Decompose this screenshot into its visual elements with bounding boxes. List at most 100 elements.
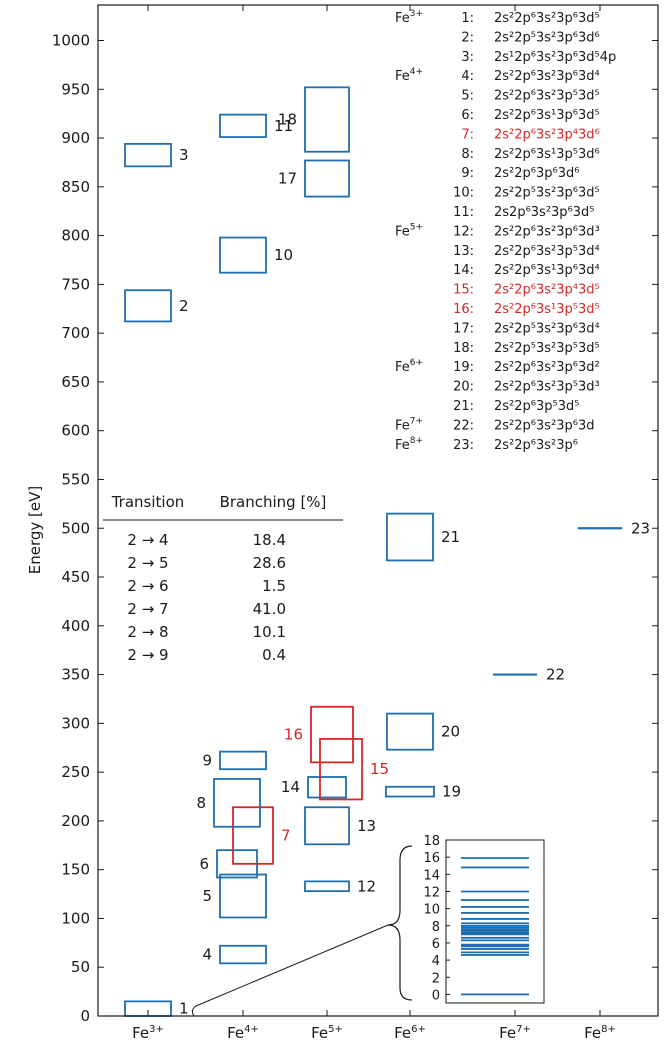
y-tick-label: 200 <box>61 812 90 830</box>
level-label-2: 2 <box>179 297 189 315</box>
config-text: 2s²2p⁶3s²3p⁵3d⁴ <box>494 244 600 259</box>
y-axis-label: Energy [eV] <box>26 486 44 574</box>
level-label-9: 9 <box>202 751 212 769</box>
level-label-5: 5 <box>202 887 212 905</box>
inset-brace <box>387 845 413 1001</box>
level-box-12 <box>304 880 350 893</box>
config-number: 20: <box>453 380 474 395</box>
config-text: 2s²2p⁶3s¹3p⁵3d⁶ <box>494 147 600 162</box>
level-box-20 <box>386 712 434 751</box>
level-box-7 <box>232 806 274 865</box>
config-number: 17: <box>453 321 474 336</box>
inset-tick-label: 18 <box>423 834 440 849</box>
table-cell-transition: 2 → 4 <box>127 531 168 549</box>
config-ion-label: Fe8+ <box>395 436 423 453</box>
y-tick-label: 750 <box>61 275 90 293</box>
config-number: 19: <box>453 360 474 375</box>
y-tick-label: 800 <box>61 227 90 245</box>
config-ion-label: Fe7+ <box>395 416 423 433</box>
table-cell-branching: 41.0 <box>253 600 286 618</box>
inset-tick-label: 4 <box>432 954 440 969</box>
config-text: 2s²2p⁶3s²3p⁶3d³ <box>494 224 600 239</box>
level-label-16: 16 <box>284 726 303 744</box>
config-text: 2s²2p⁵3s²3p⁵3d⁵ <box>494 341 600 356</box>
inset-tick-label: 10 <box>423 903 440 918</box>
y-tick-label: 900 <box>61 129 90 147</box>
table-cell-transition: 2 → 7 <box>127 600 168 618</box>
level-box-16 <box>310 705 354 764</box>
level-box-5 <box>219 873 267 919</box>
config-ion-label: Fe4+ <box>395 67 423 84</box>
inset-frame <box>445 839 545 1004</box>
config-number: 6: <box>461 108 474 123</box>
level-label-20: 20 <box>441 723 460 741</box>
config-text: 2s¹2p⁶3s²3p⁶3d⁵4p <box>494 50 616 65</box>
level-label-4: 4 <box>202 946 212 964</box>
y-tick-label: 300 <box>61 714 90 732</box>
x-tick-label: Fe8+ <box>584 1024 616 1042</box>
inset-connector <box>191 924 389 1017</box>
level-box-15 <box>319 738 363 801</box>
level-box-3 <box>124 143 172 168</box>
config-text: 2s²2p⁶3s¹3p⁵3d⁵ <box>494 302 600 317</box>
config-text: 2s²2p⁶3s²3p⁵3d³ <box>494 380 600 395</box>
y-tick-label: 850 <box>61 178 90 196</box>
config-number: 10: <box>453 186 474 201</box>
y-tick-label: 550 <box>61 470 90 488</box>
level-box-17 <box>304 159 350 198</box>
config-ion-label: Fe3+ <box>395 9 423 26</box>
y-tick-label: 500 <box>61 519 90 537</box>
config-number: 22: <box>453 418 474 433</box>
table-cell-branching: 28.6 <box>253 554 286 572</box>
table-cell-transition: 2 → 5 <box>127 554 168 572</box>
inset-tick-label: 0 <box>432 988 440 1003</box>
y-tick-label: 1000 <box>52 32 90 50</box>
plot-frame <box>97 4 659 1017</box>
level-label-10: 10 <box>274 246 293 264</box>
table-cell-branching: 10.1 <box>253 623 286 641</box>
y-tick-label: 450 <box>61 568 90 586</box>
inset-tick-label: 2 <box>432 971 440 986</box>
level-box-19 <box>385 785 435 798</box>
y-tick-label: 400 <box>61 617 90 635</box>
y-tick-label: 650 <box>61 373 90 391</box>
table-header-transition: Transition <box>111 493 185 511</box>
inset-tick-label: 6 <box>432 937 440 952</box>
level-label-13: 13 <box>357 817 376 835</box>
config-number: 21: <box>453 399 474 414</box>
x-tick-label: Fe3+ <box>132 1024 164 1042</box>
table-cell-branching: 0.4 <box>262 646 286 664</box>
config-number: 15: <box>453 283 474 298</box>
config-text: 2s²2p⁶3s¹3p⁶3d⁴ <box>494 263 600 278</box>
config-number: 23: <box>453 438 474 453</box>
config-text: 2s²2p⁶3s²3p⁴3d⁶ <box>494 127 600 142</box>
config-number: 8: <box>461 147 474 162</box>
config-text: 2s²2p⁵3s²3p⁶3d⁵ <box>494 186 600 201</box>
level-label-3: 3 <box>179 146 189 164</box>
level-box-8 <box>213 778 261 828</box>
config-number: 7: <box>461 127 474 142</box>
config-text: 2s²2p⁶3p⁵3d⁵ <box>494 399 579 414</box>
config-text: 2s²2p⁵3s²3p⁶3d⁴ <box>494 321 600 336</box>
config-number: 4: <box>461 69 474 84</box>
config-text: 2s2p⁶3s²3p⁶3d⁵ <box>494 205 595 220</box>
level-label-7: 7 <box>281 827 291 845</box>
level-label-21: 21 <box>441 528 460 546</box>
level-box-21 <box>386 512 434 562</box>
table-cell-transition: 2 → 8 <box>127 623 168 641</box>
table-cell-transition: 2 → 9 <box>127 646 168 664</box>
x-tick-label: Fe7+ <box>499 1024 531 1042</box>
table-cell-branching: 18.4 <box>253 531 286 549</box>
table-cell-branching: 1.5 <box>262 577 286 595</box>
config-text: 2s²2p⁵3s²3p⁶3d⁶ <box>494 30 600 45</box>
config-number: 9: <box>461 166 474 181</box>
level-label-23: 23 <box>631 519 650 537</box>
inset-tick-label: 8 <box>432 920 440 935</box>
table-header-branching: Branching [%] <box>220 493 327 511</box>
level-label-11: 11 <box>274 117 293 135</box>
level-label-18: 18 <box>278 111 297 129</box>
config-text: 2s²2p⁶3p⁶3d⁶ <box>494 166 579 181</box>
level-label-12: 12 <box>357 877 376 895</box>
config-text: 2s²2p⁶3s²3p⁵3d⁵ <box>494 89 600 104</box>
